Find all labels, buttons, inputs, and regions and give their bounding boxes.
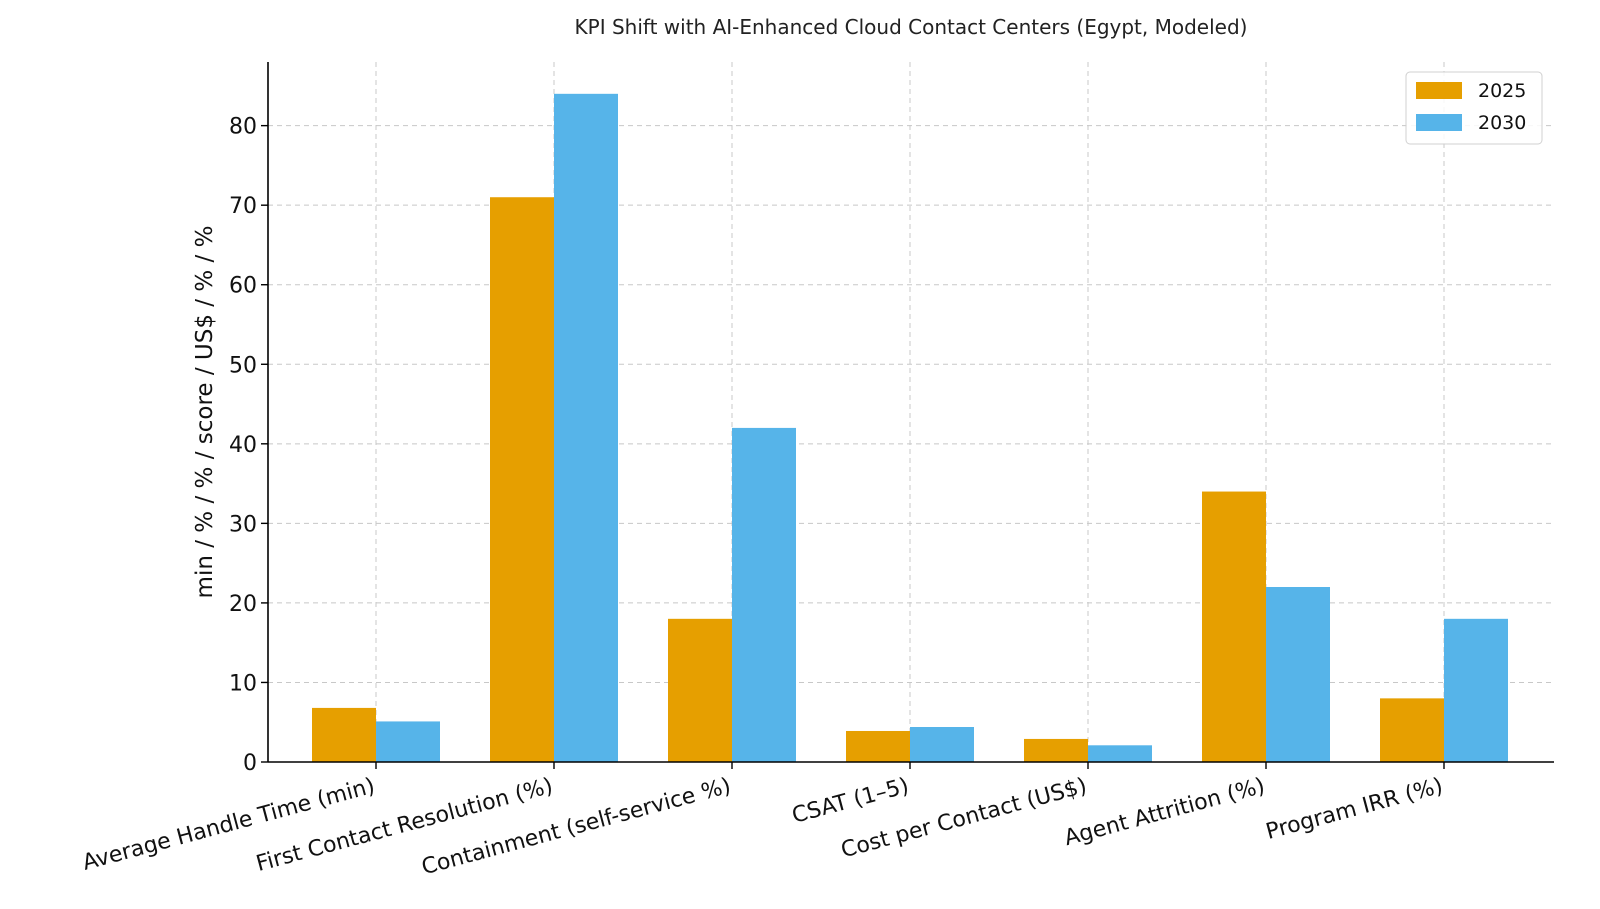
y-tick-label: 50 bbox=[229, 353, 257, 378]
bar-2030-1[interactable] bbox=[554, 93, 618, 763]
x-tick-label: Program IRR (%) bbox=[1263, 774, 1445, 845]
legend-swatch-2030[interactable] bbox=[1416, 114, 1462, 131]
grid-lines bbox=[268, 62, 1554, 762]
y-tick-label: 70 bbox=[229, 194, 257, 219]
legend-swatch-2025[interactable] bbox=[1416, 82, 1462, 99]
y-tick-label: 20 bbox=[229, 592, 257, 617]
bar-2025-1[interactable] bbox=[490, 197, 554, 762]
bar-2025-5[interactable] bbox=[1202, 491, 1266, 762]
y-tick-label: 80 bbox=[229, 115, 257, 140]
y-tick-label: 60 bbox=[229, 274, 257, 299]
legend-label-2030: 2030 bbox=[1478, 112, 1526, 134]
y-tick-label: 0 bbox=[243, 751, 257, 776]
chart-title: KPI Shift with AI-Enhanced Cloud Contact… bbox=[575, 15, 1248, 39]
bar-2025-4[interactable] bbox=[1024, 738, 1088, 762]
y-axis-label: min / % / % / score / US$ / % / % bbox=[192, 226, 218, 599]
axes bbox=[267, 62, 1554, 763]
bar-2025-3[interactable] bbox=[846, 730, 910, 762]
bars bbox=[312, 93, 1508, 763]
bar-2030-4[interactable] bbox=[1088, 745, 1152, 762]
y-tick-label: 40 bbox=[229, 433, 257, 458]
bar-2030-3[interactable] bbox=[910, 727, 974, 762]
bar-2030-5[interactable] bbox=[1266, 587, 1330, 762]
bar-2030-2[interactable] bbox=[732, 427, 796, 762]
bar-2025-2[interactable] bbox=[668, 618, 732, 762]
x-tick-label: Containment (self-service %) bbox=[419, 774, 734, 881]
x-tick-label: First Contact Resolution (%) bbox=[254, 774, 556, 877]
legend-label-2025: 2025 bbox=[1478, 80, 1526, 102]
legend[interactable]: 2025 2030 bbox=[1405, 71, 1543, 145]
bar-2030-0[interactable] bbox=[376, 721, 440, 762]
y-tick-label: 30 bbox=[229, 512, 257, 537]
bar-2025-0[interactable] bbox=[312, 707, 376, 762]
bar-2025-6[interactable] bbox=[1380, 698, 1444, 762]
bar-2030-6[interactable] bbox=[1444, 618, 1508, 762]
y-tick-label: 10 bbox=[229, 671, 257, 696]
x-tick-label: CSAT (1–5) bbox=[789, 774, 911, 829]
x-tick-label: Agent Attrition (%) bbox=[1062, 774, 1268, 852]
x-tick-label: Average Handle Time (min) bbox=[80, 774, 378, 876]
